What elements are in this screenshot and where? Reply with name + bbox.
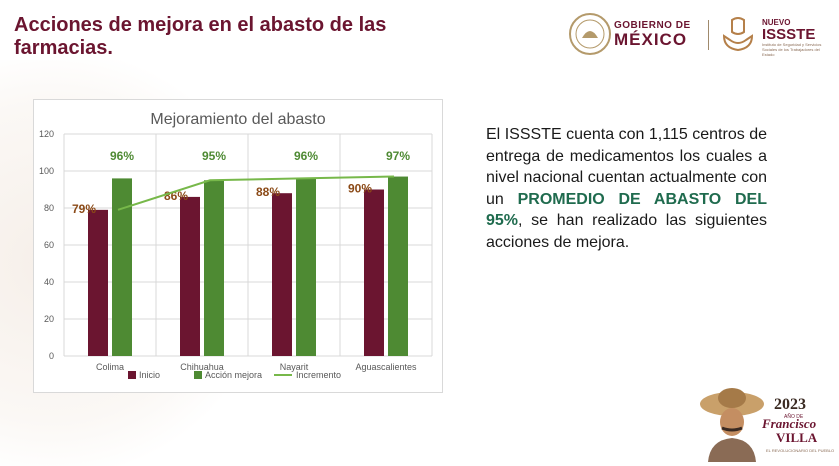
issste-logo: NUEVO ISSSTE Instituto de Seguridad y Se… (762, 18, 832, 57)
description-highlight: PROMEDIO DE ABASTO DEL 95% (486, 190, 767, 230)
bar-accion-mejora (296, 178, 316, 356)
header-logos: GOBIERNO DE MÉXICO NUEVO ISSSTE Institut… (566, 12, 828, 58)
incremento-line (117, 175, 395, 211)
footer-logo: 2023 AÑO DE Francisco VILLA EL REVOLUCIO… (696, 380, 836, 464)
bar-accion-mejora (388, 176, 408, 356)
description-paragraph: El ISSSTE cuenta con 1,115 centros de en… (486, 124, 767, 253)
y-tick-label: 0 (49, 351, 54, 361)
y-tick-label: 60 (44, 240, 54, 250)
x-tick-label: Nayarit (280, 362, 309, 372)
bar-inicio (364, 189, 384, 356)
footer-small-text: AÑO DE (784, 414, 804, 420)
chart-container: Mejoramiento del abasto 0 20 40 60 80 100 120 79… (33, 99, 443, 393)
description-text-start: El ISSSTE cuenta con 1,115 centros de en… (486, 126, 767, 208)
data-label: 88% (256, 185, 280, 199)
bar-accion-mejora (112, 178, 132, 356)
abasto-bar-chart: Mejoramiento del abasto 0 20 40 60 80 100 120 79… (39, 111, 433, 380)
y-tick-label: 100 (39, 166, 54, 176)
bar-accion-mejora (204, 180, 224, 356)
x-tick-label: Aguascalientes (355, 362, 417, 372)
legend-label-inicio: Inicio (139, 370, 160, 380)
slide-title: Acciones de mejora en el abasto de las f… (14, 14, 387, 59)
y-tick-label: 80 (44, 203, 54, 213)
chart-title: Mejoramiento del abasto (150, 111, 325, 128)
x-tick-label: Colima (96, 362, 124, 372)
y-tick-label: 20 (44, 314, 54, 324)
data-label: 95% (202, 149, 226, 163)
gobierno-mexico-logo: GOBIERNO DE MÉXICO (614, 20, 691, 49)
footer-name-last: VILLA (776, 430, 818, 445)
legend-label-accion-mejora: Acción mejora (205, 370, 262, 380)
footer-name-first: Francisco (762, 416, 817, 431)
francisco-villa-portrait-icon (700, 388, 764, 462)
x-tick-label: Chihuahua (180, 362, 224, 372)
bar-inicio (272, 193, 292, 356)
footer-tagline: EL REVOLUCIONARIO DEL PUEBLO (766, 448, 835, 453)
gobierno-bottom-text: MÉXICO (614, 30, 688, 49)
issste-hands-icon (722, 17, 754, 52)
issste-top-text: NUEVO (762, 18, 791, 27)
data-label: 79% (72, 202, 96, 216)
legend-swatch-inicio (128, 371, 136, 379)
description-text-end: , se han realizado las siguientes accion… (486, 212, 767, 251)
government-seal-icon (569, 13, 611, 55)
legend-label-incremento: Incremento (296, 370, 341, 380)
issste-bottom-text: ISSSTE (762, 26, 816, 43)
logo-divider (708, 20, 709, 50)
data-label: 97% (386, 149, 410, 163)
data-label: 96% (110, 149, 134, 163)
bar-inicio (180, 196, 200, 356)
legend-swatch-accion-mejora (194, 371, 202, 379)
gobierno-top-text: GOBIERNO DE (614, 20, 691, 31)
footer-year: 2023 (774, 396, 806, 413)
y-tick-label: 120 (39, 129, 54, 139)
issste-sub-text: Instituto de Seguridad y Servicios Socia… (762, 42, 822, 57)
data-label: 90% (348, 182, 372, 196)
bar-inicio (88, 209, 108, 356)
data-label: 96% (294, 149, 318, 163)
y-tick-label: 40 (44, 277, 54, 287)
